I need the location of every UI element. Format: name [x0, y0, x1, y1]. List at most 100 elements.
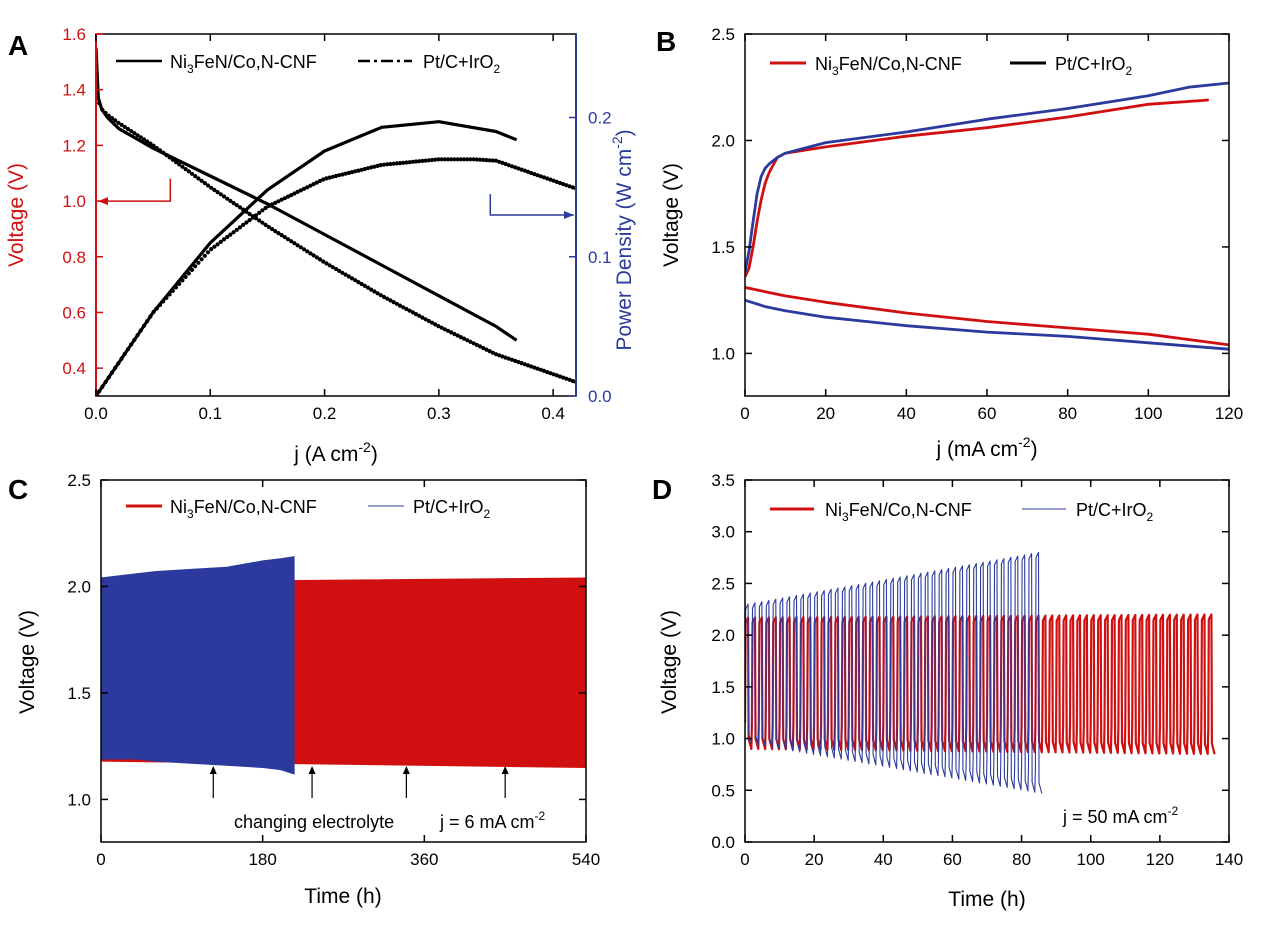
chart-a-series-3-point — [343, 171, 348, 176]
chart-a-series-3-point — [564, 183, 569, 188]
chart-a-series-1-point — [234, 203, 239, 208]
chart-a-series-3-point — [349, 170, 355, 175]
chart-a-series-3-point — [292, 191, 297, 196]
chart-a-series-3-point — [461, 157, 467, 162]
chart-a-series-3-point — [346, 170, 351, 175]
chart-d-xtick-label-2: 40 — [874, 850, 893, 869]
chart-a-series-1-point — [564, 376, 569, 381]
chart-a-series-1-point — [455, 333, 460, 338]
chart-c-series-1 — [101, 556, 295, 775]
chart-a-series-3-point — [305, 185, 310, 190]
chart-a-series-3-point — [481, 157, 486, 162]
chart-d-xtick-label-3: 60 — [943, 850, 962, 869]
chart-c-y-axis-label: Voltage (V) — [16, 610, 39, 714]
chart-a-series-1 — [96, 59, 576, 385]
chart-a-series-3-point — [177, 281, 182, 286]
chart-b-xtick-label-1: 20 — [816, 404, 835, 423]
chart-a-series-1-point — [285, 237, 291, 242]
chart-a-series-3-point — [365, 166, 371, 171]
chart-a-series-3-point — [109, 370, 115, 375]
chart-a-series-1-point — [343, 272, 348, 277]
chart-a-series-1-point — [109, 116, 115, 121]
chart-a-series-3-point — [151, 309, 156, 315]
chart-a-series-1-point — [317, 257, 323, 262]
chart-b-series-1 — [745, 81, 1229, 273]
chart-a-series-3-point — [138, 328, 143, 333]
chart-a-series-3-point — [196, 260, 201, 265]
chart-a-series-3-point — [289, 193, 294, 198]
chart-b: 0 20 40 60 80 100 120 1.0 1.5 2.0 2.5 j (mA cm-2)… — [660, 25, 1243, 461]
chart-a-series-1-point — [570, 378, 575, 384]
chart-a-series-3-point — [234, 227, 239, 232]
chart-a-series-1-point — [452, 331, 457, 337]
chart-a-series-3-point — [410, 159, 415, 164]
chart-a-series-1-point — [433, 322, 438, 327]
chart-a-series-3-point — [548, 177, 553, 182]
chart-a-series-1-point — [231, 201, 236, 206]
chart-a-series-3-point — [426, 158, 431, 163]
chart-a-series-1-point — [509, 357, 515, 362]
chart-a-series-3-point — [538, 174, 543, 179]
chart-a-series-3-point — [458, 157, 463, 162]
chart-a-series-1-point — [295, 243, 300, 248]
chart-a-series-1-point — [378, 293, 383, 298]
chart-a-series-1-point — [356, 280, 361, 285]
chart-a-series-1-point — [349, 276, 355, 281]
chart-a-series-1-point — [359, 281, 364, 287]
chart-c-annotation: changing electrolyte — [234, 812, 394, 832]
chart-a-series-3-point — [321, 177, 326, 182]
chart-c-xtick-label-2: 360 — [410, 850, 438, 869]
chart-a-series-3-point — [545, 176, 550, 181]
chart-a-legend: Ni3FeN/Co,N-CNF Pt/C+IrO2 — [116, 52, 501, 76]
chart-a-x-ticks: 0.0 0.1 0.2 0.3 0.4 — [84, 34, 565, 423]
chart-a-series-1-point — [516, 359, 521, 365]
chart-a-series-3-point — [241, 222, 246, 227]
chart-a-series-3-point — [324, 176, 329, 181]
chart-a-series-3-point — [420, 158, 425, 163]
chart-a-series-1-point — [148, 141, 153, 146]
chart-a-series-1-point — [292, 241, 297, 246]
chart-a-series-1-point — [333, 266, 339, 272]
chart-a-series-1-point — [193, 174, 198, 179]
chart-a-series-1-point — [113, 118, 118, 123]
chart-c: 0 180 360 540 1.0 1.5 2.0 2.5 Time (h) Voltage… — [16, 471, 600, 908]
chart-a-series-1-point — [365, 285, 371, 290]
chart-b-xtick-label-5: 100 — [1134, 404, 1162, 423]
chart-a-series-3-point — [311, 182, 316, 187]
chart-c-legend-label-0: Ni3FeN/Co,N-CNF — [170, 497, 317, 521]
chart-a-series-3-point — [429, 157, 435, 163]
chart-a-series-1-point — [557, 374, 563, 379]
chart-a-series-3-point — [205, 250, 211, 255]
chart-a-series-3-point — [202, 253, 207, 258]
chart-a-series-1-point — [324, 261, 329, 266]
chart-a-series-1-point — [183, 167, 188, 172]
chart-a-series-1-point — [551, 372, 556, 377]
chart-a-series-3-point — [500, 160, 505, 165]
chart-c-frame — [100, 479, 587, 843]
chart-b-xtick-label-4: 80 — [1058, 404, 1077, 423]
chart-a-series-3-point — [484, 158, 489, 163]
chart-a-series-1-point — [180, 164, 185, 169]
chart-a-series-1-point — [458, 335, 463, 340]
chart-a-series-1-point — [247, 211, 252, 217]
chart-a-series-3-point — [519, 167, 524, 172]
chart-a-series-1-point — [129, 129, 134, 134]
chart-a-series-3-point — [183, 274, 188, 279]
chart-a-series-1-point — [468, 339, 473, 344]
chart-a-series-1-point — [141, 137, 147, 142]
chart-a-series-3-point — [125, 347, 131, 352]
chart-b-xtick-label-0: 0 — [740, 404, 749, 423]
chart-a-series-3-point — [154, 306, 159, 311]
chart-a-xtick-label-4: 0.4 — [541, 404, 565, 423]
chart-a-series-3-point — [135, 333, 140, 338]
chart-a-series-3-point — [513, 165, 518, 170]
chart-a-series-2 — [96, 120, 518, 396]
chart-a-series-3-point — [436, 157, 441, 162]
chart-a-series-1-point — [439, 325, 444, 330]
chart-a-series-3-point — [369, 165, 374, 170]
chart-b-legend: Ni3FeN/Co,N-CNF Pt/C+IrO2 — [770, 54, 1133, 78]
chart-d-series-layer — [745, 551, 1216, 794]
chart-a-series-1-point — [161, 150, 166, 155]
chart-a-series-3-point — [247, 218, 252, 223]
